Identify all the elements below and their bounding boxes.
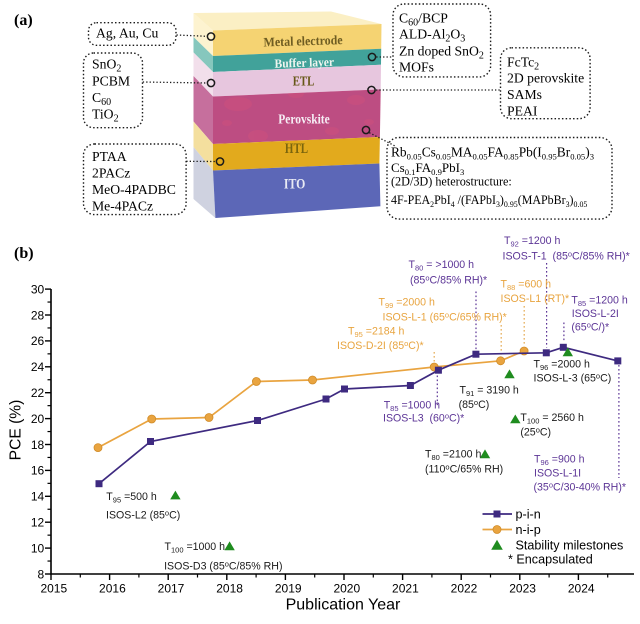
svg-text:MeO-4PADBC: MeO-4PADBC	[92, 182, 176, 197]
svg-text:16: 16	[31, 464, 45, 478]
svg-text:2D perovskite: 2D perovskite	[507, 71, 584, 86]
svg-text:SnO2: SnO2	[92, 56, 121, 74]
svg-text:ALD-Al2O3: ALD-Al2O3	[399, 27, 465, 45]
svg-text:T95 =2184 h: T95 =2184 h	[348, 326, 404, 340]
svg-text:HTL: HTL	[285, 139, 308, 156]
svg-text:ISOS-L-1I: ISOS-L-1I	[534, 468, 581, 480]
svg-text:PTAA: PTAA	[92, 149, 127, 164]
svg-text:ISOS-L-3 (65oC): ISOS-L-3 (65oC)	[534, 372, 612, 385]
svg-text:(35oC/30-40% RH)*: (35oC/30-40% RH)*	[534, 481, 627, 494]
svg-text:p-i-n: p-i-n	[516, 508, 541, 522]
svg-text:PEAI: PEAI	[507, 104, 538, 119]
svg-text:C60: C60	[92, 90, 111, 108]
svg-text:T100 =1000 h: T100 =1000 h	[165, 541, 226, 555]
svg-text:24: 24	[31, 360, 45, 374]
svg-text:2024: 2024	[568, 581, 595, 595]
svg-text:Rb0.05Cs0.05MA0.05FA0.85Pb(I0.: Rb0.05Cs0.05MA0.05FA0.85Pb(I0.95Br0.05)3	[391, 145, 594, 162]
svg-text:TiO2: TiO2	[92, 107, 119, 125]
svg-text:PCBM: PCBM	[92, 73, 130, 88]
svg-text:PCE (%): PCE (%)	[8, 400, 25, 461]
svg-text:(2D/3D) heterostructure:: (2D/3D) heterostructure:	[391, 175, 512, 189]
svg-text:14: 14	[31, 490, 45, 504]
svg-text:ISOS-L3 (60oC)*: ISOS-L3 (60oC)*	[383, 411, 464, 424]
svg-text:22: 22	[31, 386, 45, 400]
svg-text:T92 =1200 h: T92 =1200 h	[504, 235, 560, 249]
svg-text:T85 =1000 h: T85 =1000 h	[384, 399, 440, 413]
svg-text:ISOS-T-1 (85oC/85% RH)*: ISOS-T-1 (85oC/85% RH)*	[503, 250, 630, 263]
svg-text:ISOS-L2 (85oC): ISOS-L2 (85oC)	[106, 508, 180, 521]
svg-text:2015: 2015	[40, 581, 67, 595]
svg-text:(85oC): (85oC)	[459, 398, 490, 411]
svg-text:10: 10	[31, 541, 45, 555]
svg-text:SAMs: SAMs	[507, 87, 542, 102]
svg-text:2016: 2016	[99, 581, 126, 595]
svg-text:2PACz: 2PACz	[92, 166, 130, 181]
svg-text:2022: 2022	[451, 581, 478, 595]
svg-text:ETL: ETL	[293, 73, 315, 89]
svg-text:18: 18	[31, 438, 45, 452]
svg-text:2018: 2018	[216, 581, 243, 595]
svg-text:Ag, Au, Cu: Ag, Au, Cu	[96, 26, 159, 41]
svg-text:ISOS-D-2I (85oC)*: ISOS-D-2I (85oC)*	[337, 339, 424, 352]
svg-text:(b): (b)	[14, 245, 34, 262]
svg-text:2023: 2023	[509, 581, 536, 595]
svg-text:2019: 2019	[275, 581, 302, 595]
svg-text:(a): (a)	[14, 12, 33, 29]
svg-text:FcTc2: FcTc2	[507, 55, 539, 73]
svg-text:Buffer layer: Buffer layer	[274, 54, 334, 70]
svg-text:28: 28	[31, 308, 45, 322]
svg-text:Cs0.1FA0.9PbI3: Cs0.1FA0.9PbI3	[391, 160, 464, 177]
svg-text:T91 = 3190 h: T91 = 3190 h	[460, 385, 519, 399]
svg-text:(85oC/85% RH)*: (85oC/85% RH)*	[410, 274, 487, 287]
svg-text:T99 =2000 h: T99 =2000 h	[379, 297, 435, 311]
svg-text:Zn doped SnO2: Zn doped SnO2	[399, 43, 484, 61]
svg-text:(110oC/65% RH): (110oC/65% RH)	[425, 463, 503, 476]
svg-text:MOFs: MOFs	[399, 60, 434, 75]
svg-text:4F-PEA2PbI4 /(FAPbI3)0.95(MAPb: 4F-PEA2PbI4 /(FAPbI3)0.95(MAPbBr3)0.05	[391, 193, 587, 210]
svg-text:T80 = >1000 h: T80 = >1000 h	[409, 259, 475, 273]
svg-text:2017: 2017	[158, 581, 185, 595]
svg-text:ISOS-D3 (85oC/85% RH): ISOS-D3 (85oC/85% RH)	[164, 559, 282, 572]
svg-text:* Encapsulated: * Encapsulated	[508, 553, 593, 567]
svg-text:T96 =900 h: T96 =900 h	[534, 454, 585, 468]
svg-text:T85 =1200 h: T85 =1200 h	[571, 295, 627, 309]
svg-text:(65oC/)*: (65oC/)*	[571, 320, 609, 333]
svg-text:8: 8	[38, 567, 45, 581]
svg-text:Metal electrode: Metal electrode	[263, 33, 343, 50]
svg-text:ITO: ITO	[284, 175, 305, 192]
svg-text:2021: 2021	[392, 581, 419, 595]
svg-text:26: 26	[31, 334, 45, 348]
svg-text:2020: 2020	[333, 581, 360, 595]
svg-text:Me-4PACz: Me-4PACz	[92, 199, 153, 214]
svg-text:n-i-p: n-i-p	[516, 523, 541, 537]
svg-text:20: 20	[31, 412, 45, 426]
svg-text:T88 =600 h: T88 =600 h	[501, 279, 552, 293]
svg-text:T96 =2000 h: T96 =2000 h	[534, 359, 590, 373]
svg-text:Stability milestones: Stability milestones	[516, 539, 624, 553]
svg-text:C60/BCP: C60/BCP	[399, 10, 448, 28]
svg-text:ISOS-L-2I: ISOS-L-2I	[572, 308, 619, 320]
svg-text:T80 =2100 h: T80 =2100 h	[425, 449, 481, 463]
svg-text:T100 = 2560 h: T100 = 2560 h	[520, 412, 584, 426]
svg-text:12: 12	[31, 516, 45, 530]
svg-text:(25oC): (25oC)	[520, 425, 551, 438]
svg-text:ISOS-L1 (RT)*: ISOS-L1 (RT)*	[501, 293, 570, 305]
svg-text:Perovskite: Perovskite	[278, 111, 330, 126]
svg-text:T95 =500 h: T95 =500 h	[106, 491, 157, 505]
svg-text:ISOS-L-1 (65oC/65% RH)*: ISOS-L-1 (65oC/65% RH)*	[383, 311, 507, 324]
svg-text:30: 30	[31, 282, 45, 296]
svg-text:Publication Year: Publication Year	[286, 597, 401, 614]
